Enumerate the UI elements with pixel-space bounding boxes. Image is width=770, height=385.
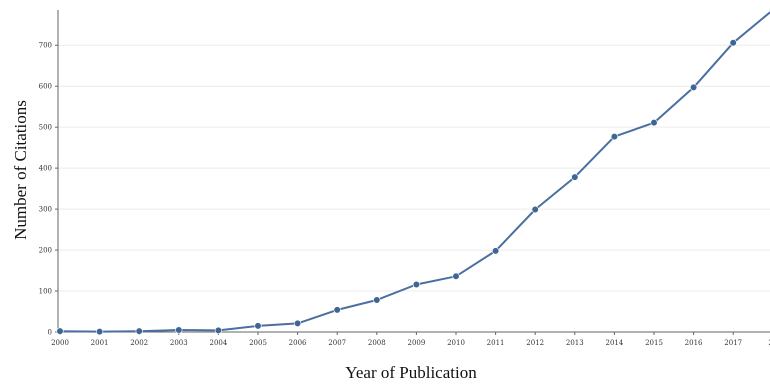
x-tick-label: 2006 [289, 339, 307, 347]
data-point [373, 296, 381, 304]
x-tick-labels: 2000 2001 2002 2003 2004 2005 2006 2007 2008 2009… [51, 332, 770, 347]
x-tick-label: 2000 [51, 339, 69, 347]
y-tick-label: 400 [39, 165, 52, 173]
x-tick-label: 2009 [407, 339, 425, 347]
data-point [689, 83, 698, 92]
x-tick-label: 2007 [328, 339, 346, 347]
y-tick-labels: 0 100 200 300 400 500 600 700 [39, 42, 58, 337]
x-tick-label: 2017 [724, 339, 742, 347]
grid-lines [58, 44, 770, 292]
x-tick-label: 2013 [566, 339, 584, 347]
y-tick-label: 500 [39, 124, 52, 132]
y-axis-title: Number of Citations [11, 100, 30, 240]
data-point [135, 327, 143, 335]
x-axis-title: Year of Publication [345, 363, 477, 382]
data-point [95, 327, 104, 336]
data-point [531, 205, 539, 214]
x-tick-label: 2008 [368, 339, 386, 347]
y-tick-label: 100 [39, 288, 52, 296]
data-point [492, 247, 500, 255]
x-tick-label: 2011 [487, 339, 505, 347]
data-point [294, 319, 302, 327]
x-tick-label: 2015 [645, 339, 663, 347]
data-point [650, 119, 658, 127]
x-tick-label: 20 [768, 339, 770, 347]
data-point [175, 326, 183, 334]
x-tick-label: 2012 [526, 339, 544, 347]
data-point [254, 322, 262, 330]
data-point [610, 132, 619, 141]
y-tick-label: 0 [48, 329, 52, 337]
data-point [452, 272, 460, 280]
x-tick-label: 2010 [447, 339, 465, 347]
y-tick-label: 200 [39, 247, 52, 255]
data-point [729, 39, 737, 47]
x-tick-label: 2003 [170, 339, 188, 347]
y-tick-label: 300 [39, 206, 52, 214]
y-tick-label: 700 [39, 42, 52, 50]
x-tick-label: 2016 [685, 339, 703, 347]
data-point [571, 173, 579, 181]
series-layer [56, 7, 770, 336]
x-tick-label: 2002 [130, 339, 148, 347]
data-point [56, 327, 64, 335]
data-point [333, 306, 341, 314]
data-point [214, 326, 222, 334]
x-tick-label: 2004 [209, 339, 227, 347]
data-point [412, 280, 421, 289]
y-tick-label: 600 [39, 83, 52, 91]
x-tick-label: 2005 [249, 339, 267, 347]
x-tick-label: 2001 [91, 339, 109, 347]
x-tick-label: 2014 [605, 339, 623, 347]
